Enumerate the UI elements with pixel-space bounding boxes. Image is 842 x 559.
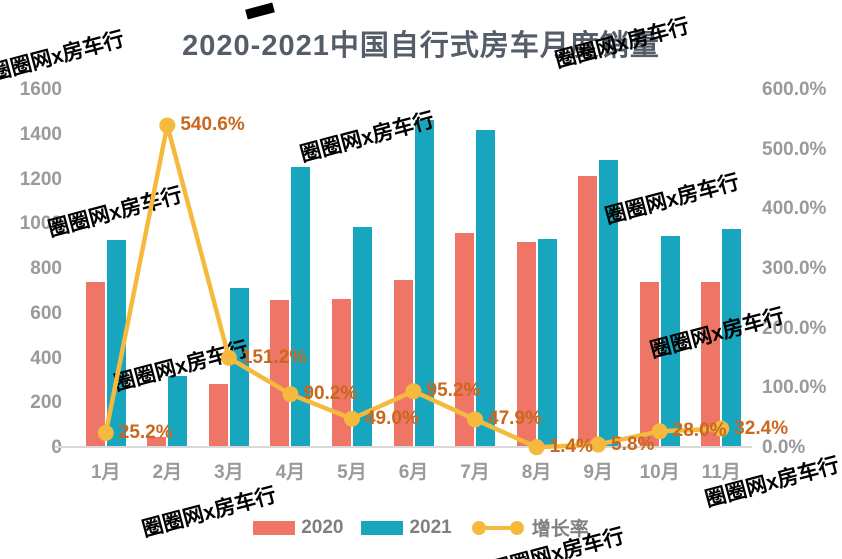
- growth-point-label: 90.2%: [303, 383, 358, 405]
- y-axis-left-tick: 800: [30, 258, 62, 279]
- bar-2020-8月: [516, 242, 536, 448]
- growth-point-label: 95.2%: [426, 380, 481, 402]
- growth-point-label: 25.2%: [118, 421, 173, 443]
- y-axis-left-tick: 1000: [19, 213, 62, 235]
- y-axis-right-tick: 400.0%: [762, 198, 827, 220]
- watermark: 圈圈网x房车行: [552, 14, 692, 73]
- legend-swatch-2020: [253, 520, 296, 535]
- y-axis-right-tick: 0.0%: [762, 437, 806, 458]
- growth-point-label: 1.4%: [549, 436, 593, 458]
- plot-area: [75, 90, 752, 448]
- growth-point-label: 47.9%: [488, 408, 542, 430]
- growth-line-point-3月: [220, 349, 237, 366]
- bar-2020-2月: [147, 436, 167, 448]
- bar-2021-5月: [352, 226, 372, 448]
- legend-label-2021: 2021: [409, 516, 452, 538]
- bar-2020-7月: [455, 233, 475, 448]
- y-axis-right-tick: 100.0%: [762, 377, 827, 399]
- growth-point-label: 32.4%: [734, 417, 789, 439]
- growth-line-point-9月: [590, 436, 607, 453]
- y-axis-right-tick: 500.0%: [762, 138, 827, 160]
- y-axis-right-tick: 300.0%: [762, 258, 827, 279]
- bar-2021-10月: [660, 235, 680, 448]
- growth-point-label: 540.6%: [180, 114, 245, 136]
- bar-2020-10月: [639, 282, 659, 448]
- legend-item-growth[interactable]: 增长率: [470, 514, 589, 541]
- bar-2020-4月: [270, 300, 290, 448]
- x-axis-label: 8月: [521, 462, 552, 483]
- growth-line-point-5月: [343, 410, 360, 427]
- x-axis-label: 6月: [398, 462, 429, 483]
- line-marker-icon: [471, 520, 524, 535]
- chart-title: 2020-2021中国自行式房车月度销量: [182, 30, 660, 62]
- legend-item-2020[interactable]: 2020: [253, 517, 343, 539]
- growth-line-point-4月: [282, 386, 299, 403]
- x-axis-label: 2月: [152, 462, 183, 483]
- y-axis-right-tick: 600.0%: [762, 79, 827, 100]
- watermark-fragment: [245, 2, 275, 20]
- growth-line-point-1月: [97, 424, 114, 441]
- x-axis-label: 5月: [337, 462, 367, 483]
- y-axis-left-tick: 1600: [19, 79, 62, 100]
- growth-line-point-8月: [528, 439, 545, 456]
- growth-point-label: 5.8%: [611, 433, 655, 455]
- bar-2021-3月: [229, 288, 249, 448]
- x-axis-label: 10月: [639, 462, 680, 483]
- bar-2021-4月: [291, 167, 311, 448]
- x-axis-label: 7月: [460, 462, 490, 483]
- x-axis-label: 11月: [701, 462, 741, 483]
- legend-item-2021[interactable]: 2021: [361, 516, 452, 539]
- bar-2020-3月: [208, 384, 228, 448]
- legend-swatch-2021: [361, 520, 404, 535]
- growth-line-point-2月: [159, 117, 176, 134]
- x-axis-label: 4月: [275, 462, 306, 483]
- x-axis-line: [55, 446, 752, 448]
- bar-2020-11月: [701, 282, 721, 448]
- y-axis-left-tick: 1400: [19, 123, 62, 145]
- y-axis-left-tick: 400: [30, 347, 62, 369]
- x-axis-label: 1月: [90, 462, 121, 483]
- bar-2021-9月: [599, 160, 619, 448]
- growth-line-layer: [97, 117, 730, 456]
- bar-2020-1月: [85, 281, 105, 448]
- legend-label-2020: 2020: [301, 516, 344, 538]
- growth-line-point-11月: [713, 420, 730, 437]
- growth-point-label: 151.2%: [241, 346, 307, 368]
- y-axis-left-tick: 200: [30, 392, 62, 414]
- growth-point-label: 28.0%: [672, 420, 727, 442]
- bar-2021-8月: [537, 239, 557, 448]
- y-axis-left-tick: 600: [30, 302, 62, 324]
- bar-2021-6月: [414, 120, 434, 448]
- x-axis-label: 9月: [583, 462, 613, 483]
- growth-line-point-10月: [651, 423, 668, 440]
- bar-2021-11月: [722, 228, 742, 448]
- bar-2021-2月: [168, 376, 188, 448]
- bar-2020-9月: [578, 176, 598, 448]
- growth-point-label: 49.0%: [364, 407, 419, 429]
- legend: 2020 2021 增长率: [0, 514, 842, 541]
- legend-label-growth: 增长率: [531, 519, 589, 540]
- growth-line-point-6月: [405, 383, 422, 400]
- growth-line-point-7月: [467, 411, 484, 428]
- x-axis-label: 3月: [214, 462, 244, 483]
- bar-2020-6月: [393, 280, 413, 448]
- bar-2021-7月: [476, 130, 496, 448]
- y-axis-left-tick: 1200: [19, 168, 62, 190]
- y-axis-right-tick: 200.0%: [762, 317, 827, 339]
- y-axis-left-tick: 0: [0, 437, 62, 459]
